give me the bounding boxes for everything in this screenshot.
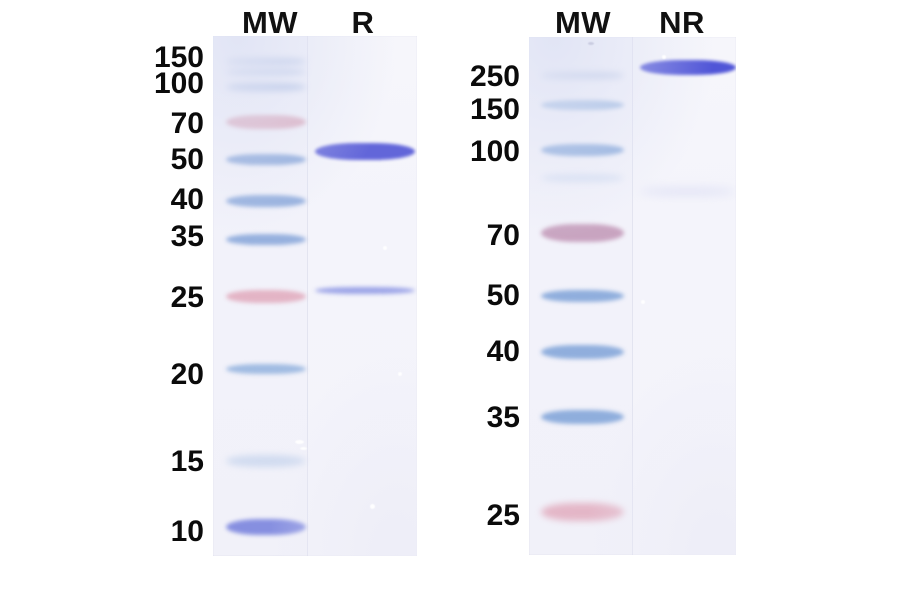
reduced-panel-ladder-band-50 (226, 153, 306, 165)
reduced-panel-ladder-band-15 (226, 455, 306, 467)
non-reduced-panel-ladder-band-35 (541, 410, 624, 424)
reduced-panel-ladder-band-25 (226, 289, 306, 303)
reduced-panel-sample-lane-strip (307, 36, 417, 556)
mw-label-25-left-panel: 25 (170, 281, 204, 314)
non-reduced-panel-ladder-band-85 (541, 174, 624, 182)
gel-speckle-7 (641, 300, 645, 304)
gel-speckle-5 (588, 42, 594, 45)
mw-label-100-left-panel: 100 (153, 67, 204, 100)
reduced-panel-lane-divider (307, 36, 308, 556)
gel-speckle-6 (662, 55, 666, 59)
mw-label-10-left-panel: 10 (170, 515, 204, 548)
mw-label-40-left-panel: 40 (170, 183, 204, 216)
mw-label-25-right-panel: 25 (486, 499, 520, 532)
gel-speckle-0 (295, 440, 304, 444)
gel-speckle-4 (383, 246, 387, 250)
sample-header-right-panel: NR (659, 5, 705, 40)
mw-label-150-right-panel: 150 (469, 93, 520, 126)
non-reduced-panel-ladder-band-25 (541, 503, 624, 521)
mw-label-100-right-panel: 100 (469, 135, 520, 168)
mw-header-right-panel: MW (554, 5, 612, 40)
mw-label-50-left-panel: 50 (170, 143, 204, 176)
non-reduced-panel-lane-divider (632, 37, 633, 555)
gel-speckle-3 (370, 504, 375, 509)
non-reduced-panel-ladder-band-50 (541, 290, 624, 302)
mw-label-35-left-panel: 35 (170, 220, 204, 253)
reduced-panel-ladder-band-35 (226, 233, 306, 245)
mw-label-50-right-panel: 50 (486, 279, 520, 312)
mw-label-15-left-panel: 15 (170, 445, 204, 478)
reduced-panel-ladder-band-40 (226, 195, 306, 207)
non-reduced-panel-ladder-band-150 (541, 100, 624, 110)
mw-label-35-right-panel: 35 (486, 401, 520, 434)
reduced-panel-ladder-band-20 (226, 364, 306, 374)
reduced-panel-gel (213, 36, 417, 556)
mw-label-40-right-panel: 40 (486, 335, 520, 368)
gel-speckle-2 (398, 372, 402, 376)
non-reduced-panel-ladder-band-100 (541, 144, 624, 156)
reduced-panel-ladder-band-120 (226, 69, 306, 75)
non-reduced-panel-ladder-band-70 (541, 224, 624, 242)
non-reduced-panel-ladder-band-40 (541, 345, 624, 359)
mw-header-left-panel: MW (241, 5, 299, 40)
sample-header-left-panel: R (351, 5, 375, 40)
mw-label-70-left-panel: 70 (170, 107, 204, 140)
non-reduced-panel-gel (529, 37, 736, 555)
mw-label-150-left-panel: 150 (153, 41, 204, 74)
mw-label-70-right-panel: 70 (486, 219, 520, 252)
reduced-panel-ladder-band-100 (226, 83, 306, 91)
reduced-panel-ladder-band-150 (226, 57, 306, 65)
mw-label-250-right-panel: 250 (469, 60, 520, 93)
reduced-panel-ladder-band-10 (226, 519, 306, 535)
non-reduced-panel-sample-lane-strip (632, 37, 736, 555)
non-reduced-panel-ladder-band-250 (541, 71, 624, 79)
gel-speckle-1 (300, 447, 307, 450)
mw-label-20-left-panel: 20 (170, 358, 204, 391)
reduced-panel-ladder-band-70 (226, 115, 306, 129)
